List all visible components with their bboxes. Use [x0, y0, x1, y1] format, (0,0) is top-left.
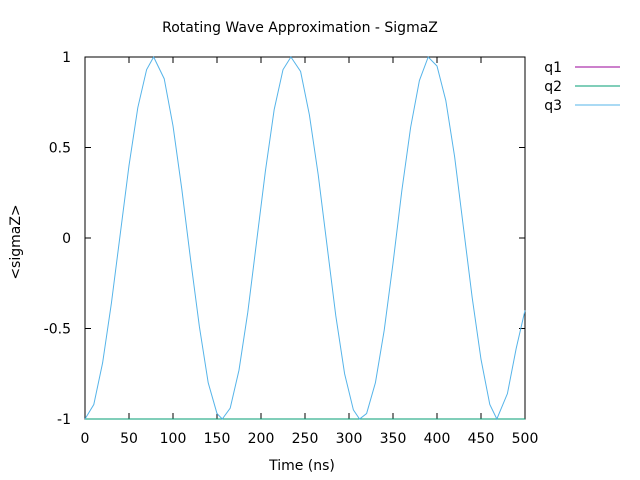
y-tick-label: -0.5 — [44, 322, 71, 338]
x-axis-label: Time (ns) — [268, 458, 335, 474]
x-tick-label: 150 — [204, 431, 231, 447]
chart-title: Rotating Wave Approximation - SigmaZ — [162, 20, 438, 36]
x-tick-label: 200 — [248, 431, 275, 447]
x-tick-label: 100 — [160, 431, 187, 447]
x-tick-label: 50 — [120, 431, 138, 447]
y-tick-label: -1 — [57, 412, 71, 428]
x-tick-label: 450 — [468, 431, 495, 447]
legend-label-q3: q3 — [544, 98, 562, 114]
x-tick-label: 250 — [292, 431, 319, 447]
y-tick-label: 0.5 — [49, 141, 71, 157]
plot-area: 0 50 100 150 200 250 300 350 400 450 500 1 0.5 0 -0.5 -… — [44, 50, 539, 447]
x-tick-label: 500 — [512, 431, 539, 447]
x-tick-label: 400 — [424, 431, 451, 447]
y-axis-label: <sigmaZ> — [8, 204, 24, 279]
series-line-q3 — [84, 55, 526, 421]
x-tick-label: 350 — [380, 431, 407, 447]
plot-frame — [84, 56, 526, 420]
legend-label-q2: q2 — [544, 79, 562, 95]
y-tick-label: 0 — [62, 231, 71, 247]
x-tick-label: 300 — [336, 431, 363, 447]
legend: q1 q2 q3 — [544, 60, 620, 114]
x-tick-label: 0 — [81, 431, 90, 447]
legend-label-q1: q1 — [544, 60, 562, 76]
y-tick-label: 1 — [62, 50, 71, 66]
